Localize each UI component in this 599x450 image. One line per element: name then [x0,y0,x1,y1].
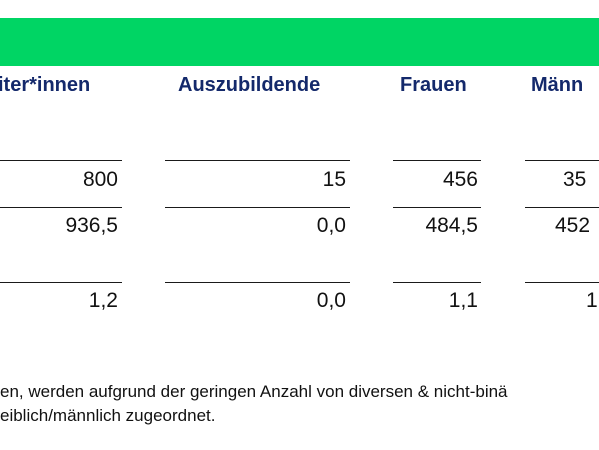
row-divider [525,282,599,283]
cell-value: 35 [563,168,587,191]
cell-value: 1 [586,289,598,312]
row-divider [525,160,599,161]
column-header-mitarbeiter: iter*innen [0,74,91,96]
footnote-line-1: en, werden aufgrund der geringen Anzahl … [0,382,508,401]
cell-value: 452 [555,214,591,237]
row-divider [393,282,481,283]
row-divider [0,207,122,208]
column-header-maenner: Männ [531,74,584,96]
cell-value: 1,1 [448,289,478,312]
cell-value: 0,0 [316,289,346,312]
row-divider [165,160,350,161]
cell-value: 0,0 [316,214,346,237]
row-divider [0,160,122,161]
column-header-frauen: Frauen [400,74,467,96]
row-divider [165,282,350,283]
row-divider [165,207,350,208]
cell-value: 936,5 [65,214,118,237]
header-banner [0,18,599,66]
footnote-line-2: eiblich/männlich zugeordnet. [0,406,216,425]
row-divider [0,282,122,283]
row-divider [525,207,599,208]
cell-value: 1,2 [88,289,118,312]
cell-value: 484,5 [425,214,478,237]
cell-value: 800 [82,168,118,191]
row-divider [393,207,481,208]
cell-value: 456 [442,168,478,191]
column-header-auszubildende: Auszubildende [178,74,321,96]
cell-value: 15 [322,168,346,191]
row-divider [393,160,481,161]
